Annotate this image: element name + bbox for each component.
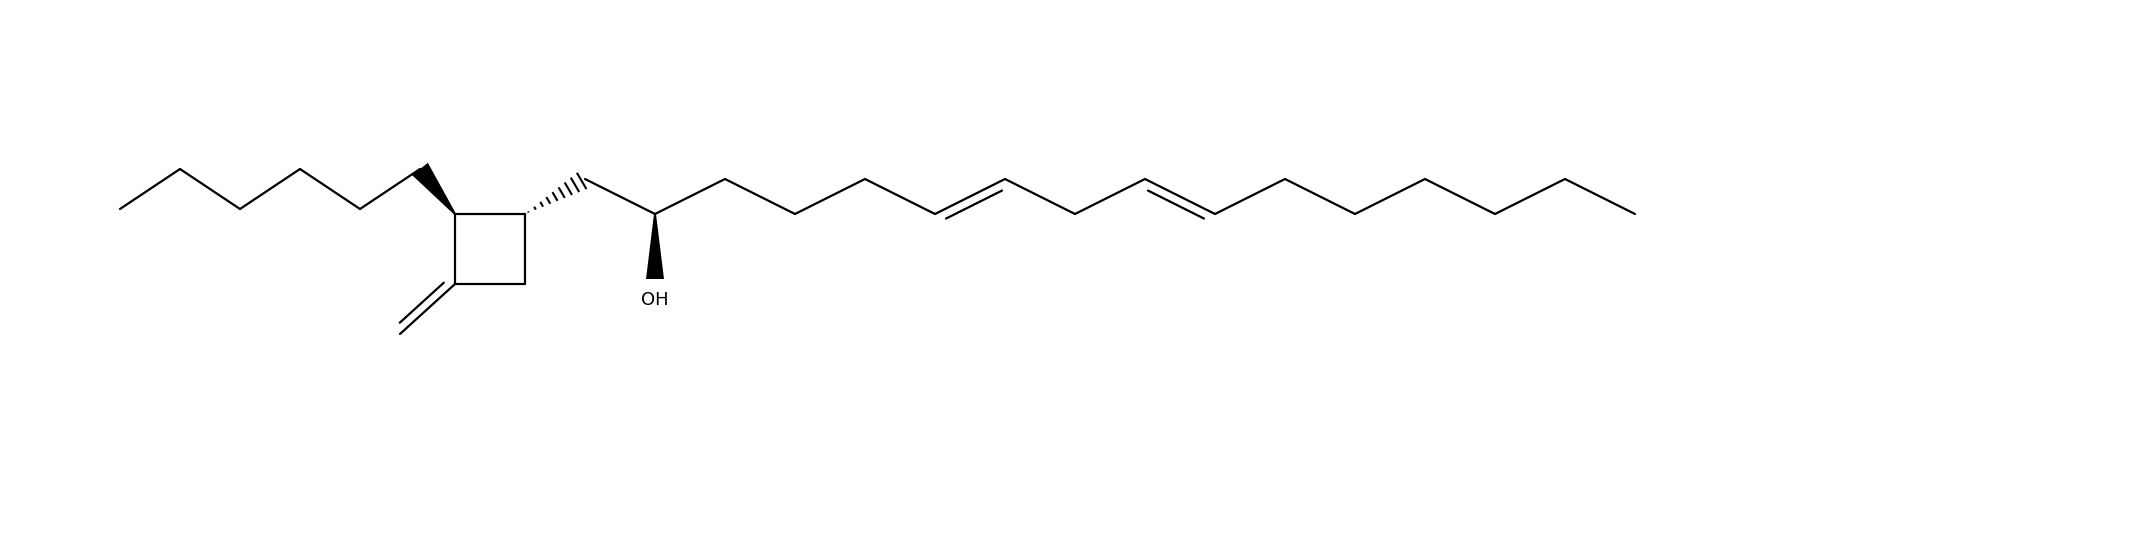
Polygon shape xyxy=(411,163,456,215)
Polygon shape xyxy=(647,214,664,279)
Text: OH: OH xyxy=(640,291,668,309)
